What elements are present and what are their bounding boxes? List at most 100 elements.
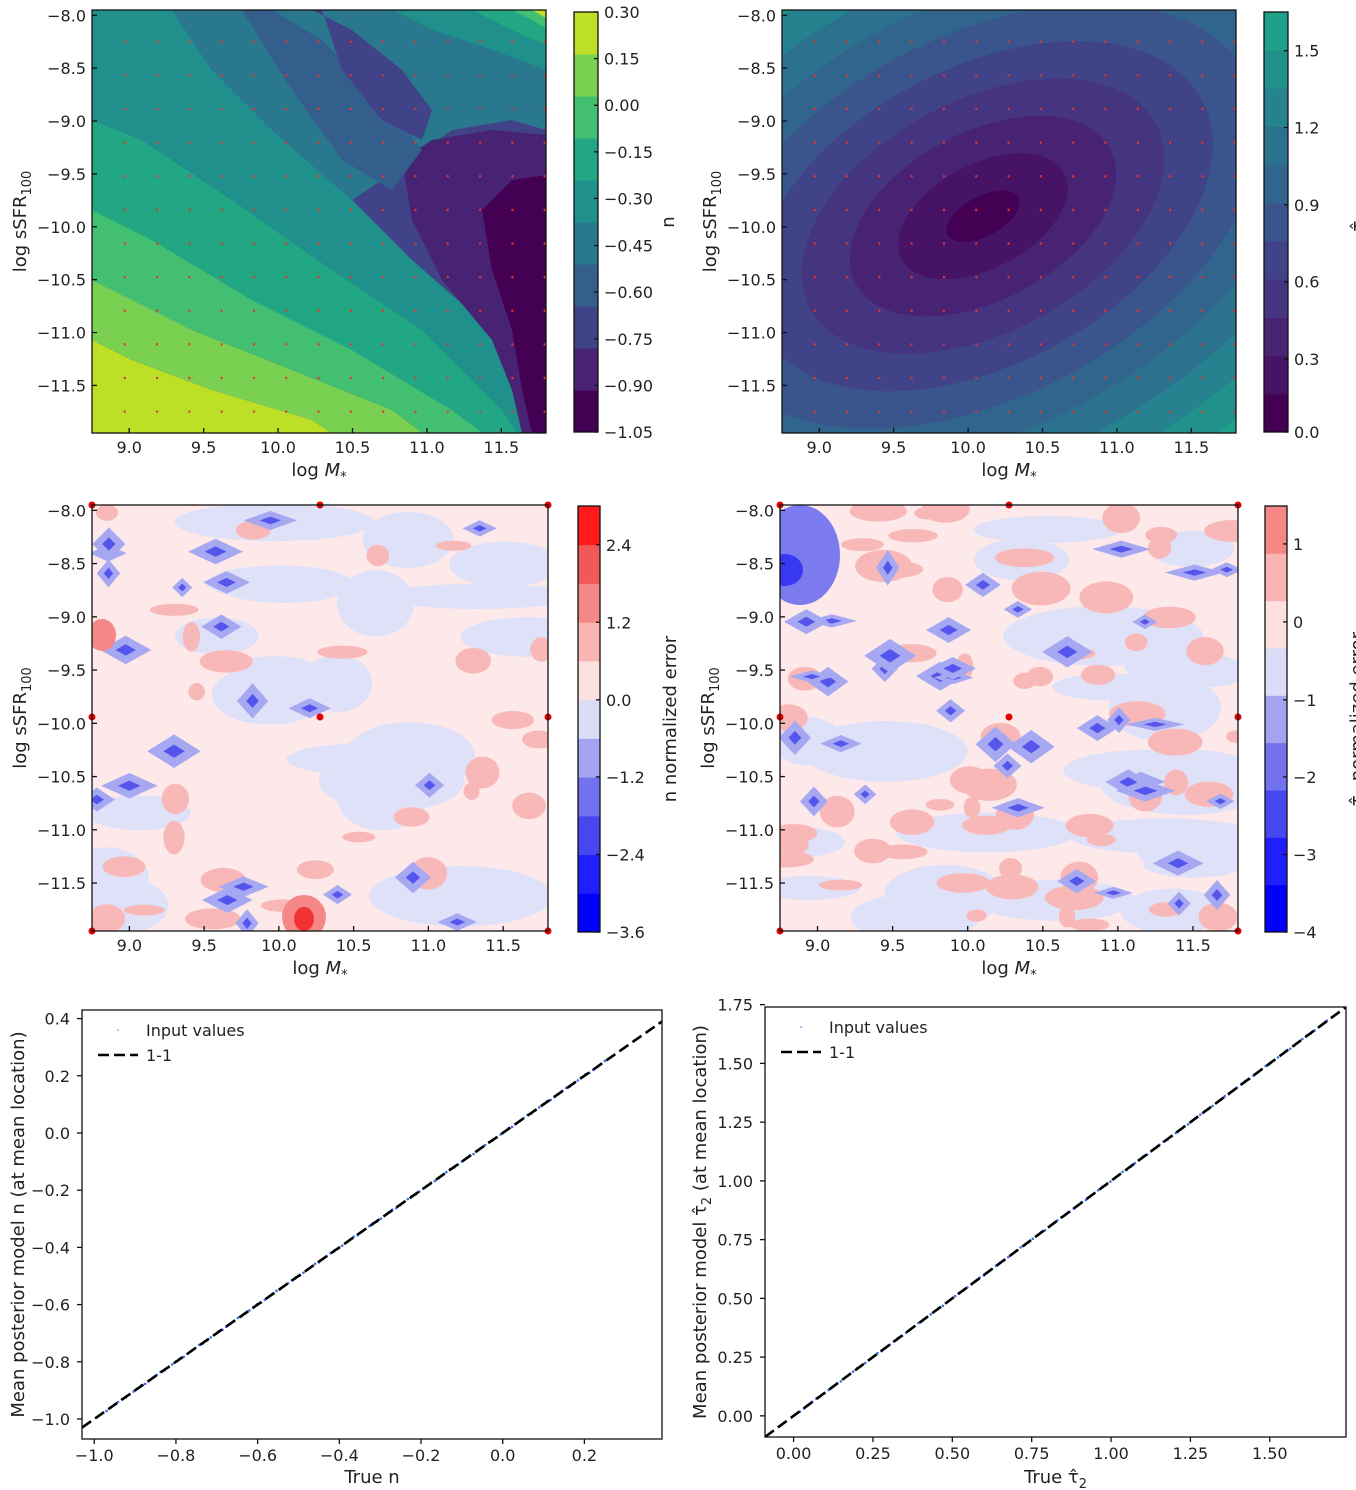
sample-point bbox=[123, 74, 126, 77]
sample-point bbox=[478, 107, 482, 111]
sample-point bbox=[446, 275, 449, 279]
sample-point bbox=[1104, 410, 1107, 413]
sample-points bbox=[123, 40, 546, 413]
data-point bbox=[248, 1309, 251, 1312]
plot-frame bbox=[779, 504, 1239, 932]
sample-point bbox=[1104, 275, 1107, 279]
contour-band bbox=[1142, 606, 1196, 629]
sample-point bbox=[123, 208, 126, 212]
panel-tau2-map: 9.0 9.5 10.0 10.5 11.0 11.5 −8.0 −8.5 −9.0 −9.5 −1… bbox=[700, 6, 1356, 485]
sample-point bbox=[220, 343, 223, 346]
colorbar-tick-label: 0.6 bbox=[1294, 272, 1319, 291]
sample-point bbox=[155, 309, 159, 312]
data-point bbox=[483, 1143, 487, 1147]
colorbar-tick-label: 1.2 bbox=[1294, 118, 1319, 137]
data-point bbox=[1096, 1188, 1100, 1192]
sample-point bbox=[349, 141, 353, 144]
data-point bbox=[352, 1235, 356, 1239]
legend: Input values 1-1 bbox=[781, 1018, 928, 1062]
sample-point bbox=[220, 107, 223, 111]
sample-point bbox=[1201, 107, 1204, 111]
contour-band bbox=[1174, 898, 1184, 909]
colorbar-tick-label: 1.2 bbox=[606, 613, 631, 632]
colorbar-frame bbox=[577, 505, 601, 933]
sample-point bbox=[381, 141, 385, 144]
contour-band bbox=[883, 560, 893, 575]
sample-point bbox=[123, 242, 126, 245]
sample-point bbox=[188, 376, 191, 380]
sample-point bbox=[1136, 309, 1139, 312]
contour-band bbox=[423, 780, 436, 791]
y-axis-label: log sSFR100 bbox=[10, 171, 36, 273]
sample-point bbox=[942, 242, 946, 245]
x-axis-label: True n bbox=[343, 1467, 399, 1488]
data-point bbox=[433, 1179, 437, 1183]
sample-point bbox=[1071, 74, 1075, 77]
contour-band bbox=[92, 619, 116, 651]
colorbar-band bbox=[1265, 837, 1287, 886]
y-axis-label: Mean posterior model τ̂2 (at mean locati… bbox=[690, 1025, 716, 1419]
y-tick-label: −8.5 bbox=[47, 554, 86, 573]
sample-point bbox=[1201, 275, 1204, 279]
contour-band bbox=[963, 796, 981, 818]
sample-point bbox=[1201, 208, 1204, 212]
colorbar-tick-label: 0 bbox=[1293, 612, 1303, 631]
sample-point bbox=[317, 410, 320, 413]
sample-point bbox=[285, 208, 288, 212]
contour-band bbox=[217, 577, 236, 587]
contour-band bbox=[102, 537, 116, 551]
sample-point bbox=[381, 40, 385, 43]
sample-point bbox=[155, 208, 159, 212]
colorbar-band bbox=[1264, 279, 1288, 318]
sample-point bbox=[381, 343, 385, 346]
data-point bbox=[1121, 1170, 1124, 1174]
x-tick-label: 9.0 bbox=[116, 438, 141, 457]
sample-point bbox=[1071, 242, 1075, 245]
sample-point bbox=[1104, 74, 1107, 77]
y-tick-label: −10.0 bbox=[37, 217, 86, 236]
x-tick-label: 10.0 bbox=[260, 438, 296, 457]
sample-point bbox=[349, 376, 353, 380]
y-tick-label: −8.5 bbox=[735, 554, 774, 573]
sample-point bbox=[381, 309, 385, 312]
colorbar-label: τ̂2 bbox=[1348, 212, 1356, 231]
data-point bbox=[313, 1262, 317, 1266]
y-tick-label: −9.0 bbox=[47, 607, 86, 626]
contour-band bbox=[182, 621, 200, 652]
sample-points bbox=[813, 40, 1236, 413]
panel-tau2-error: 9.0 9.5 10.0 10.5 11.0 11.5 −8.0 −8.5 −9.0 −9.5 −1… bbox=[698, 501, 1356, 983]
contour-band bbox=[1065, 813, 1114, 838]
sample-point bbox=[543, 376, 546, 380]
x-axis-label: True τ̂2 bbox=[1023, 1467, 1087, 1490]
data-point bbox=[851, 1370, 855, 1373]
sample-point bbox=[845, 309, 849, 312]
sample-point bbox=[511, 343, 514, 346]
y-tick-label: −10.0 bbox=[37, 714, 86, 733]
sample-point bbox=[188, 107, 191, 111]
sample-point bbox=[478, 410, 482, 413]
contour-band bbox=[233, 882, 254, 891]
sample-point bbox=[446, 343, 449, 346]
sample-point bbox=[381, 175, 385, 178]
y-tick-label: 1.75 bbox=[717, 995, 753, 1014]
y-tick-label: −11.0 bbox=[727, 323, 776, 342]
sample-point bbox=[317, 74, 320, 77]
sample-point bbox=[910, 410, 913, 413]
sample-point bbox=[975, 410, 978, 413]
data-point bbox=[1223, 1094, 1227, 1098]
contour-band bbox=[246, 693, 259, 709]
x-tick-label: 0.50 bbox=[935, 1444, 971, 1463]
colorbar-band bbox=[574, 138, 598, 181]
sample-point bbox=[511, 208, 514, 212]
contour-band bbox=[944, 706, 957, 716]
y-tick-label: −10.0 bbox=[727, 217, 776, 236]
y-tick-label: 0.00 bbox=[717, 1406, 753, 1425]
data-point bbox=[537, 1106, 541, 1109]
sample-point bbox=[1104, 242, 1107, 245]
contour-band bbox=[1086, 833, 1117, 847]
sample-point bbox=[1168, 107, 1172, 111]
sample-point bbox=[975, 242, 978, 245]
x-axis-label: log M* bbox=[291, 460, 347, 486]
sample-point bbox=[1201, 40, 1204, 43]
contour-band bbox=[92, 794, 105, 805]
